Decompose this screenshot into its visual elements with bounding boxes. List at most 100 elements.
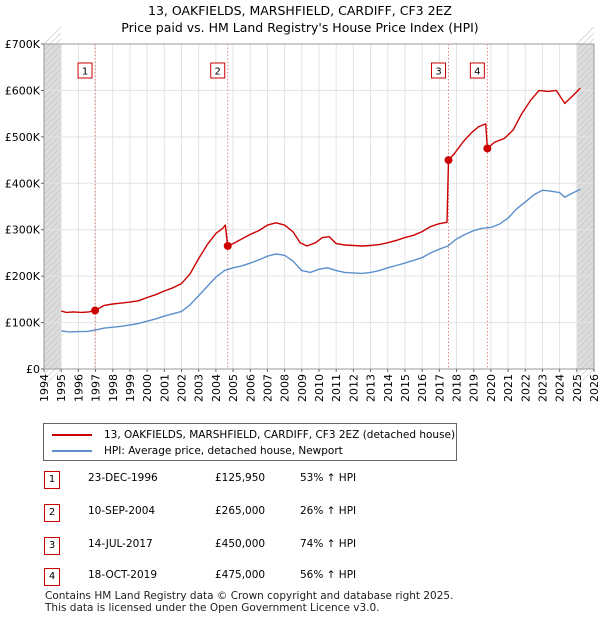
- sale-date: 18-OCT-2019: [88, 569, 157, 581]
- shaded-hatch: [43, 26, 62, 45]
- shaded-hatch: [576, 116, 595, 135]
- shaded-hatch: [576, 302, 595, 321]
- shaded-hatch: [43, 140, 62, 159]
- shaded-hatch: [43, 284, 62, 303]
- y-tick-label: £400K: [5, 177, 41, 190]
- sale-label-box: 1: [77, 62, 93, 79]
- sale-price: £265,000: [215, 505, 266, 517]
- sale-label-box: 3: [431, 62, 447, 79]
- shaded-hatch: [576, 146, 595, 165]
- shaded-hatch: [576, 362, 595, 381]
- x-tick-label: 2012: [347, 374, 360, 402]
- shaded-hatch: [43, 218, 62, 237]
- shaded-hatch: [576, 332, 595, 351]
- shaded-hatch: [43, 68, 62, 87]
- shaded-hatch: [576, 326, 595, 345]
- sale-label-number: 3: [435, 67, 441, 78]
- x-tick-label: 2020: [485, 374, 498, 402]
- shaded-hatch: [43, 326, 62, 345]
- shaded-hatch: [43, 56, 62, 75]
- shaded-hatch: [576, 200, 595, 219]
- x-tick-label: 1999: [124, 374, 137, 402]
- shaded-hatch: [576, 134, 595, 153]
- table-row: 4 18-OCT-2019 £475,000 56% ↑ HPI: [44, 567, 384, 587]
- x-tick-label: 2004: [210, 374, 223, 402]
- shaded-range: [576, 44, 594, 369]
- x-tick-label: 2009: [296, 374, 309, 402]
- x-tick-label: 2018: [451, 374, 464, 402]
- shaded-hatch: [576, 206, 595, 225]
- sale-date: 23-DEC-1996: [88, 472, 158, 484]
- shaded-hatch: [576, 176, 595, 195]
- x-tick-label: 2025: [571, 374, 584, 402]
- shaded-hatch: [576, 350, 595, 369]
- sale-point: [444, 156, 453, 165]
- shaded-hatch: [43, 170, 62, 189]
- y-tick-label: £500K: [5, 131, 41, 144]
- x-tick-label: 1997: [90, 374, 103, 402]
- x-tick-label: 2000: [141, 374, 154, 402]
- x-tick-label: 2007: [261, 374, 274, 402]
- shaded-hatch: [43, 98, 62, 117]
- shaded-hatch: [43, 362, 62, 381]
- shaded-hatch: [576, 56, 595, 75]
- footer-credit: Contains HM Land Registry data © Crown c…: [45, 590, 453, 614]
- shaded-hatch: [576, 38, 595, 57]
- shaded-hatch: [43, 248, 62, 267]
- x-tick-label: 1994: [38, 374, 51, 402]
- sale-date: 14-JUL-2017: [88, 538, 153, 550]
- chart-title: 13, OAKFIELDS, MARSHFIELD, CARDIFF, CF3 …: [148, 3, 452, 18]
- shaded-hatch: [576, 242, 595, 261]
- x-tick-label: 2026: [588, 374, 600, 402]
- sale-marker-badge: 4: [44, 568, 60, 586]
- sale-label-box: 4: [469, 62, 485, 79]
- sale-price: £450,000: [215, 538, 266, 550]
- shaded-hatch: [43, 62, 62, 81]
- x-tick-label: 2014: [382, 374, 395, 402]
- legend-label-hpi: HPI: Average price, detached house, Newp…: [104, 445, 343, 457]
- shaded-hatch: [43, 104, 62, 123]
- sale-marker-badge: 2: [44, 504, 60, 522]
- shaded-hatch: [43, 242, 62, 261]
- shaded-hatch: [43, 200, 62, 219]
- shaded-hatch: [576, 260, 595, 279]
- shaded-hatch: [576, 230, 595, 249]
- shaded-hatch: [43, 44, 62, 63]
- chart-subtitle: Price paid vs. HM Land Registry's House …: [121, 20, 479, 35]
- y-tick-label: £100K: [5, 317, 41, 330]
- legend-swatch-property: [52, 434, 92, 436]
- footer-line-1: Contains HM Land Registry data © Crown c…: [45, 590, 454, 602]
- shaded-hatch: [576, 98, 595, 117]
- shaded-hatch: [43, 338, 62, 357]
- shaded-hatch: [576, 320, 595, 339]
- shaded-hatch: [576, 278, 595, 297]
- shaded-hatch: [43, 38, 62, 57]
- y-tick-label: £0: [26, 363, 40, 376]
- shaded-hatch: [43, 182, 62, 201]
- x-tick-label: 2016: [416, 374, 429, 402]
- shaded-hatch: [43, 278, 62, 297]
- shaded-hatch: [43, 230, 62, 249]
- sale-date: 10-SEP-2004: [88, 505, 156, 517]
- sale-label-border: [77, 62, 93, 79]
- series-line: [61, 188, 581, 333]
- shaded-hatch: [43, 74, 62, 93]
- shaded-hatch: [576, 194, 595, 213]
- shaded-hatch: [43, 254, 62, 273]
- x-tick-label: 2008: [279, 374, 292, 402]
- x-tick-label: 2002: [176, 374, 189, 402]
- shaded-hatch: [576, 338, 595, 357]
- shaded-hatch: [43, 116, 62, 135]
- shaded-hatch: [576, 92, 595, 111]
- sale-label-number: 1: [82, 67, 88, 78]
- table-row: 2 10-SEP-2004 £265,000 26% ↑ HPI: [44, 503, 384, 523]
- shaded-hatch: [576, 224, 595, 243]
- shaded-hatch: [576, 62, 595, 81]
- shaded-hatch: [576, 32, 595, 51]
- x-tick-label: 2024: [554, 374, 567, 402]
- shaded-hatch: [576, 248, 595, 267]
- shaded-hatch: [43, 212, 62, 231]
- chart-title-block: 13, OAKFIELDS, MARSHFIELD, CARDIFF, CF3 …: [0, 2, 600, 36]
- shaded-hatch: [576, 80, 595, 99]
- shaded-hatch: [43, 50, 62, 69]
